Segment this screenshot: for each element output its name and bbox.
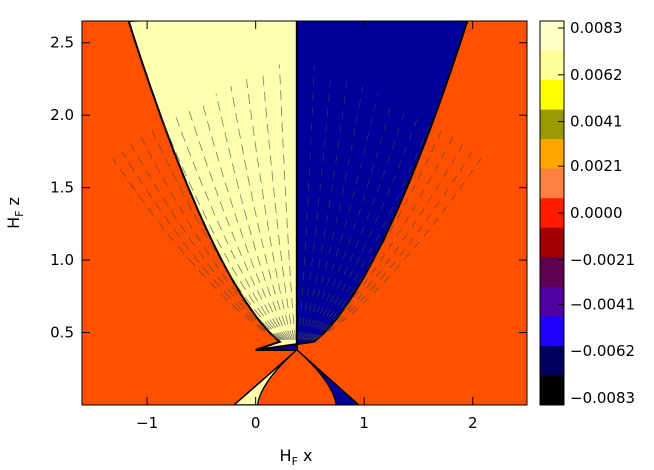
colorbar bbox=[539, 20, 565, 406]
contour-lines bbox=[112, 64, 482, 341]
x-tick-label: 0 bbox=[251, 414, 261, 432]
contour-line bbox=[201, 100, 290, 341]
colorbar-ticks: 0.0083 0.0062 0.0041 0.0021 0.0000 −0.0021 −0.… bbox=[558, 19, 635, 407]
contour-line bbox=[174, 115, 287, 341]
colorbar-swatch bbox=[540, 168, 564, 199]
contour-line bbox=[262, 71, 295, 340]
contour-line bbox=[311, 136, 454, 341]
colorbar-swatch bbox=[540, 21, 564, 52]
contour-line bbox=[305, 107, 406, 341]
colorbar-swatch bbox=[540, 345, 564, 376]
colorbar-tick-label: 0.0000 bbox=[570, 204, 623, 222]
contour-line bbox=[297, 64, 315, 340]
cusp-region bbox=[257, 342, 337, 405]
colorbar-tick-label: −0.0041 bbox=[570, 295, 635, 313]
contour-line bbox=[304, 100, 393, 341]
colorbar-swatch bbox=[540, 109, 564, 140]
colorbar-swatch bbox=[540, 286, 564, 317]
y-tick-label: 2.5 bbox=[50, 34, 74, 52]
contour-line bbox=[151, 129, 284, 341]
x-tick-label: −1 bbox=[136, 414, 158, 432]
colorbar-swatch bbox=[540, 257, 564, 288]
contour-line bbox=[310, 129, 443, 341]
contour-line bbox=[140, 136, 283, 341]
contour-line bbox=[314, 151, 473, 341]
contour-line bbox=[307, 115, 419, 341]
x-tick-label: 2 bbox=[468, 414, 478, 432]
colorbar-swatch bbox=[540, 227, 564, 258]
contour-line bbox=[121, 151, 280, 341]
colorbar-swatch bbox=[540, 375, 564, 406]
y-axis-ticks: 0.5 1.0 1.5 2.0 2.5 bbox=[50, 34, 527, 342]
colorbar-swatch bbox=[540, 80, 564, 111]
x-tick-label: 1 bbox=[359, 414, 369, 432]
positive-plume bbox=[127, 21, 298, 351]
contour-line bbox=[215, 93, 291, 340]
y-axis-label: HF z bbox=[4, 197, 26, 229]
contour-line bbox=[300, 78, 348, 340]
contour-line bbox=[187, 107, 288, 341]
contour-line bbox=[246, 78, 294, 340]
plot-area bbox=[82, 21, 527, 405]
y-tick-label: 1.0 bbox=[50, 251, 74, 269]
contour-line bbox=[315, 158, 482, 341]
contour-line bbox=[308, 122, 432, 341]
contour-line bbox=[312, 143, 464, 341]
colorbar-swatch bbox=[540, 139, 564, 170]
colorbar-tick-label: 0.0021 bbox=[570, 157, 623, 175]
colorbar-tick-label: 0.0062 bbox=[570, 66, 623, 84]
contour-line bbox=[112, 158, 279, 341]
x-axis-ticks: −1 0 1 2 bbox=[136, 21, 478, 432]
negative-plume bbox=[255, 21, 469, 351]
contour-line bbox=[299, 71, 332, 340]
colorbar-tick-label: −0.0021 bbox=[570, 251, 635, 269]
contour-line bbox=[130, 143, 282, 341]
x-axis-label: HF x bbox=[280, 446, 313, 468]
plot-frame bbox=[81, 20, 528, 406]
colorbar-tick-label: 0.0041 bbox=[570, 113, 623, 131]
colorbar-tick-label: −0.0062 bbox=[570, 342, 635, 360]
contour-line bbox=[303, 93, 379, 340]
colorbar-tick-label: −0.0083 bbox=[570, 389, 635, 407]
contour-line bbox=[279, 64, 296, 340]
colorbar-swatch bbox=[540, 316, 564, 347]
colorbar-swatch bbox=[540, 50, 564, 81]
colorbar-tick-label: 0.0083 bbox=[570, 19, 623, 37]
y-tick-label: 0.5 bbox=[50, 324, 74, 342]
contour-line bbox=[162, 122, 286, 341]
contour-line bbox=[230, 86, 292, 340]
y-tick-label: 1.5 bbox=[50, 179, 74, 197]
y-tick-label: 2.0 bbox=[50, 106, 74, 124]
